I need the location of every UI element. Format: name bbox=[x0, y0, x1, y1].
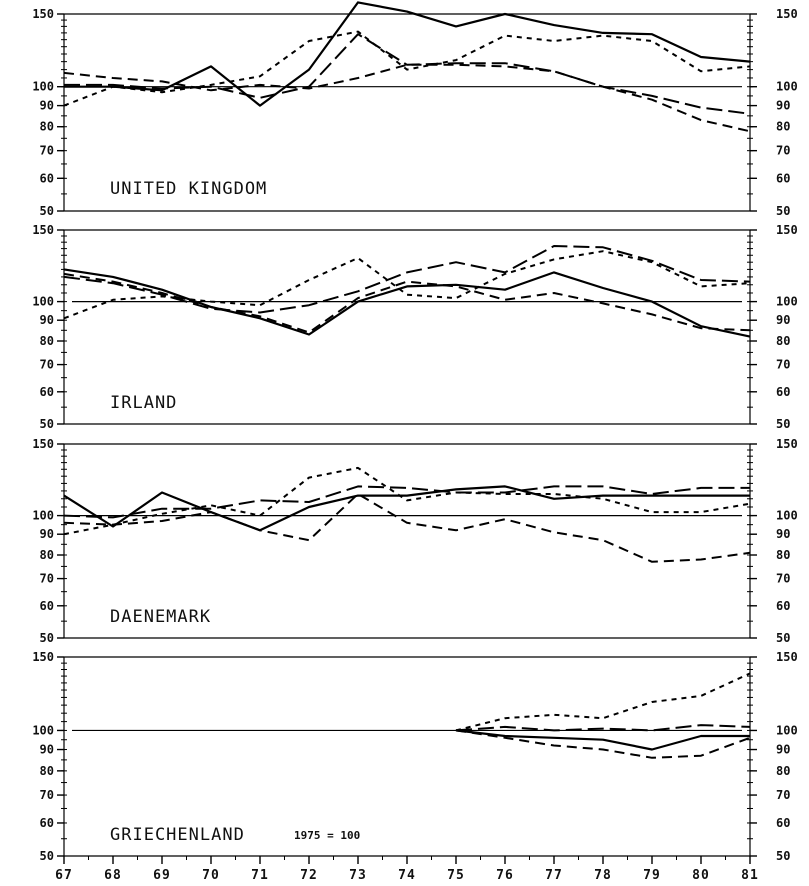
x-axis-year-label: 70 bbox=[202, 868, 220, 883]
panel-3-country-label: DAENEMARK bbox=[110, 607, 211, 627]
panel-2-right-tick-label: 70 bbox=[776, 358, 790, 372]
panel-4-right-tick-label: 80 bbox=[776, 764, 790, 778]
panel-1-right-tick-label: 60 bbox=[776, 171, 790, 185]
x-axis-year-label: 67 bbox=[55, 868, 73, 883]
panel-2-left-tick-label: 60 bbox=[40, 385, 54, 399]
panel-1-right-tick-label: 100 bbox=[776, 80, 798, 94]
x-axis-year-label: 69 bbox=[153, 868, 171, 883]
x-axis-year-label: 74 bbox=[398, 868, 416, 883]
panel-1-right-tick-label: 90 bbox=[776, 99, 790, 113]
panel-3-right-tick-label: 80 bbox=[776, 548, 790, 562]
x-axis-year-label: 71 bbox=[251, 868, 269, 883]
panel-2-series-short-line bbox=[63, 250, 751, 320]
panel-2-left-tick-label: 80 bbox=[40, 334, 54, 348]
panel-4-right-tick-label: 150 bbox=[776, 650, 798, 664]
panel-3-series-medium-line bbox=[63, 493, 751, 563]
panel-1-right-tick-label: 80 bbox=[776, 120, 790, 134]
panel-1-series-short-line bbox=[63, 30, 751, 107]
panel-1-series-medium-line bbox=[63, 63, 751, 133]
x-axis-year-label: 75 bbox=[447, 868, 465, 883]
panel-3-right-tick-label: 90 bbox=[776, 527, 790, 541]
panel-3-right-tick-label: 100 bbox=[776, 509, 798, 523]
panel-1-left-tick-label: 60 bbox=[40, 171, 54, 185]
panel-2-right-tick-label: 60 bbox=[776, 385, 790, 399]
panel-1-country-label: UNITED KINGDOM bbox=[110, 179, 267, 199]
panel-4-left-tick-label: 100 bbox=[32, 723, 54, 737]
panel-2-country-label: IRLAND bbox=[110, 393, 177, 413]
panel-2-right-tick-label: 150 bbox=[776, 223, 798, 237]
panel-4-right-tick-label: 70 bbox=[776, 788, 790, 802]
panel-3-left-tick-label: 100 bbox=[32, 509, 54, 523]
panel-4-series-long-line bbox=[455, 724, 751, 732]
panel-3-left-tick-label: 60 bbox=[40, 599, 54, 613]
panel-1-left-tick-label: 50 bbox=[40, 204, 54, 218]
panel-3-left-tick-label: 70 bbox=[40, 572, 54, 586]
panel-3-right-tick-label: 70 bbox=[776, 572, 790, 586]
panel-2-left-tick-label: 90 bbox=[40, 313, 54, 327]
x-axis-year-label: 81 bbox=[741, 868, 759, 883]
panel-2-right-tick-label: 50 bbox=[776, 417, 790, 431]
panel-4-right-tick-label: 50 bbox=[776, 849, 790, 863]
panel-4-right-tick-label: 90 bbox=[776, 743, 790, 757]
panel-3-series-short-line bbox=[63, 466, 751, 536]
panel-4-series-solid-line bbox=[455, 729, 750, 751]
panel-1-left-tick-label: 90 bbox=[40, 99, 54, 113]
x-axis-year-label: 73 bbox=[349, 868, 367, 883]
panel-1-left-tick-label: 80 bbox=[40, 120, 54, 134]
panel-3-left-tick-label: 150 bbox=[32, 437, 54, 451]
x-axis-year-label: 77 bbox=[545, 868, 563, 883]
panel-2-series-solid-line bbox=[63, 268, 751, 338]
panel-2-left-tick-label: 50 bbox=[40, 417, 54, 431]
panel-1-right-tick-label: 50 bbox=[776, 204, 790, 218]
panel-4-left-tick-label: 70 bbox=[40, 788, 54, 802]
panel-4-right-tick-label: 100 bbox=[776, 723, 798, 737]
panel-3-left-tick-label: 50 bbox=[40, 631, 54, 645]
panel-3-right-tick-label: 150 bbox=[776, 437, 798, 451]
panel-3-series-long-line bbox=[63, 485, 750, 519]
panel-1-right-tick-label: 150 bbox=[776, 7, 798, 21]
panel-1-right-tick-label: 70 bbox=[776, 144, 790, 158]
x-axis-year-label: 68 bbox=[104, 868, 122, 883]
panel-2-left-tick-label: 70 bbox=[40, 358, 54, 372]
panel-2-series-long-line bbox=[63, 245, 751, 314]
x-axis-year-label: 78 bbox=[594, 868, 612, 883]
panel-4-base-note: 1975 = 100 bbox=[294, 829, 360, 842]
panel-2-left-tick-label: 150 bbox=[32, 223, 54, 237]
panel-4-left-tick-label: 90 bbox=[40, 743, 54, 757]
x-axis-year-label: 80 bbox=[692, 868, 710, 883]
panel-1-left-tick-label: 100 bbox=[32, 80, 54, 94]
panel-1-series-solid-line bbox=[64, 1, 751, 107]
panel-4-series-short-line bbox=[455, 672, 751, 732]
panel-4-left-tick-label: 60 bbox=[40, 816, 54, 830]
panel-2-right-tick-label: 80 bbox=[776, 334, 790, 348]
panel-2-right-tick-label: 100 bbox=[776, 295, 798, 309]
panel-1-left-tick-label: 150 bbox=[32, 7, 54, 21]
panel-4-left-tick-label: 80 bbox=[40, 764, 54, 778]
panel-2-left-tick-label: 100 bbox=[32, 295, 54, 309]
panel-3-left-tick-label: 90 bbox=[40, 527, 54, 541]
x-axis-year-label: 79 bbox=[643, 868, 661, 883]
panel-3-left-tick-label: 80 bbox=[40, 548, 54, 562]
panel-2-right-tick-label: 90 bbox=[776, 313, 790, 327]
panel-1-left-tick-label: 70 bbox=[40, 144, 54, 158]
panel-4-left-tick-label: 150 bbox=[32, 650, 54, 664]
panel-4-left-tick-label: 50 bbox=[40, 849, 54, 863]
panel-3-right-tick-label: 50 bbox=[776, 631, 790, 645]
panel-1-series-long-line bbox=[64, 33, 751, 115]
x-axis-year-label: 76 bbox=[496, 868, 514, 883]
panel-4-series-medium-line bbox=[455, 729, 751, 759]
panel-3-series-solid-line bbox=[63, 485, 750, 532]
panel-2-series-medium-line bbox=[63, 272, 751, 334]
panel-4-right-tick-label: 60 bbox=[776, 816, 790, 830]
panel-4-country-label: GRIECHENLAND bbox=[110, 825, 245, 845]
x-axis-year-label: 72 bbox=[300, 868, 318, 883]
panel-3-right-tick-label: 60 bbox=[776, 599, 790, 613]
